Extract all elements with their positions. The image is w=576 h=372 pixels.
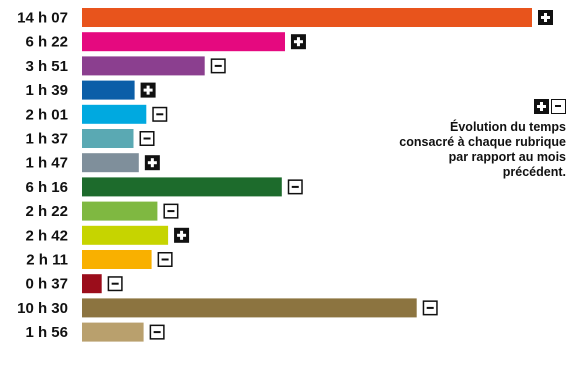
bar	[82, 32, 285, 52]
bar	[82, 153, 139, 173]
minus-box-icon	[149, 324, 165, 340]
minus-box-icon	[163, 203, 179, 219]
plus-box-icon	[140, 82, 156, 98]
plus-box-icon	[174, 227, 190, 243]
duration-label: 0 h 37	[25, 276, 68, 293]
duration-label: 2 h 22	[25, 203, 68, 220]
plus-box-icon	[538, 10, 553, 25]
bar	[82, 274, 102, 294]
minus-box-icon	[152, 106, 168, 122]
duration-label: 2 h 42	[25, 227, 68, 244]
duration-label: 6 h 16	[25, 179, 68, 196]
bar	[82, 250, 152, 269]
duration-label: 3 h 51	[25, 58, 68, 75]
bar	[82, 104, 147, 124]
duration-label: 1 h 47	[25, 155, 68, 172]
legend-text: Évolution du temps consacré à chaque rub…	[399, 120, 566, 179]
minus-box-icon	[551, 99, 566, 114]
bar	[82, 201, 158, 221]
minus-box-icon	[422, 300, 438, 316]
bar	[82, 56, 205, 76]
bar	[82, 322, 144, 342]
bar	[82, 129, 134, 148]
minus-box-icon	[287, 179, 303, 195]
plus-box-icon	[534, 99, 549, 114]
plus-box-icon	[290, 34, 306, 50]
duration-label: 10 h 30	[17, 300, 68, 317]
legend: Évolution du temps consacré à chaque rub…	[396, 99, 566, 180]
minus-box-icon	[157, 252, 173, 267]
minus-box-icon	[139, 131, 155, 146]
bar	[82, 225, 169, 245]
minus-box-icon	[210, 58, 226, 74]
duration-label: 1 h 39	[25, 82, 68, 99]
minus-box-icon	[107, 276, 123, 292]
duration-label: 1 h 37	[25, 131, 68, 148]
duration-label: 2 h 01	[25, 106, 68, 123]
duration-label: 2 h 11	[26, 252, 68, 269]
duration-label: 14 h 07	[17, 10, 68, 27]
bar	[82, 177, 282, 197]
bar	[82, 298, 417, 318]
bar	[82, 8, 532, 27]
duration-label: 1 h 56	[25, 324, 68, 341]
plus-box-icon	[144, 155, 160, 171]
duration-label: 6 h 22	[25, 34, 68, 51]
legend-icons	[396, 99, 566, 114]
bar	[82, 80, 135, 100]
